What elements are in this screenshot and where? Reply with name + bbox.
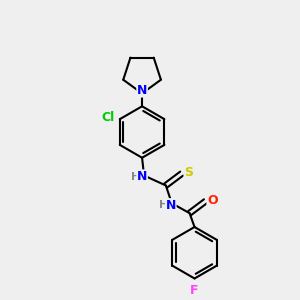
Text: F: F (190, 284, 199, 297)
Text: H: H (159, 200, 169, 210)
Text: H: H (130, 172, 140, 182)
Text: O: O (207, 194, 218, 207)
Text: N: N (137, 84, 147, 97)
Text: N: N (166, 199, 176, 212)
Text: N: N (137, 170, 147, 183)
Text: S: S (184, 166, 193, 179)
Text: Cl: Cl (101, 111, 115, 124)
